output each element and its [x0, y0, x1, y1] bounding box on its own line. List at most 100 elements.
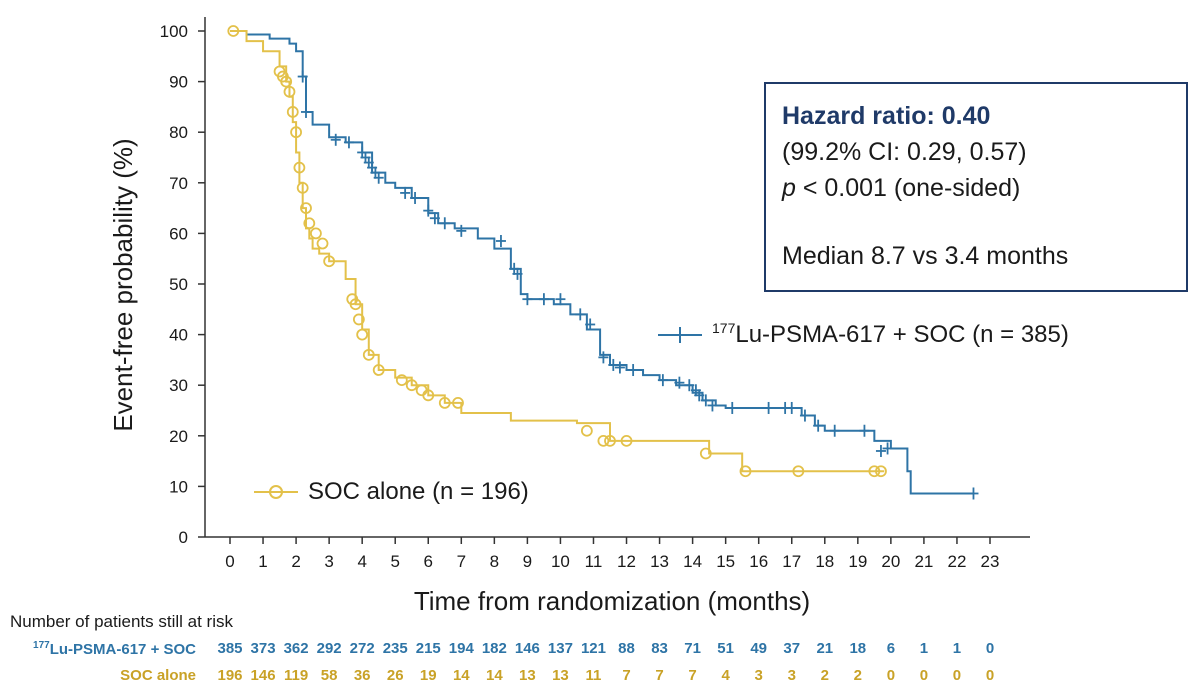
censor-mark-circle	[739, 465, 752, 478]
risk-cell: 88	[618, 640, 635, 657]
censor-mark-plus	[555, 293, 566, 306]
censor-mark-plus	[301, 105, 311, 118]
x-tick-label: 23	[981, 552, 1000, 571]
x-tick-label: 20	[881, 552, 900, 571]
risk-cell: 14	[486, 667, 503, 684]
risk-cell: 3	[787, 667, 796, 684]
x-tick-label: 1	[258, 552, 267, 571]
risk-cell: 0	[985, 640, 995, 657]
censor-mark-circle	[300, 202, 312, 215]
legend-soc: SOC alone (n = 196)	[252, 478, 529, 506]
censor-mark-circle	[452, 397, 464, 409]
risk-cell: 51	[717, 640, 734, 657]
censor-mark-plus	[829, 424, 840, 437]
legend-lu-psma: 177Lu-PSMA-617 + SOC (n = 385)	[656, 320, 1069, 349]
censor-mark-circle	[580, 424, 593, 437]
censor-mark-plus	[608, 358, 619, 371]
censor-mark-plus	[628, 364, 639, 377]
x-tick-label: 22	[947, 552, 966, 571]
confidence-interval: (99.2% CI: 0.29, 0.57)	[782, 138, 1027, 166]
censor-mark-circle	[286, 106, 299, 118]
y-tick-label: 10	[169, 477, 188, 496]
risk-row-label: 177Lu-PSMA-617 + SOC	[33, 640, 196, 658]
x-tick-label: 16	[749, 552, 768, 571]
censor-mark-plus	[763, 401, 774, 414]
p-symbol: p	[782, 174, 796, 202]
p-value: p < 0.001 (one-sided)	[782, 170, 1186, 206]
x-tick-label: 13	[650, 552, 669, 571]
censor-mark-circle	[875, 465, 887, 478]
legend-lu-psma-label: 177Lu-PSMA-617 + SOC (n = 385)	[712, 320, 1069, 349]
plus-marker-icon	[658, 326, 702, 343]
censor-mark-plus	[598, 351, 609, 364]
x-tick-label: 7	[457, 552, 466, 571]
censor-mark-circle	[604, 434, 616, 447]
censor-mark-plus	[875, 444, 886, 457]
censor-mark-plus	[343, 136, 354, 149]
risk-cell: 362	[283, 640, 309, 657]
risk-cell: 37	[783, 640, 801, 657]
risk-cell: 1	[919, 640, 929, 657]
risk-cell: 83	[651, 640, 668, 657]
risk-cell: 36	[353, 667, 371, 684]
x-tick-label: 10	[551, 552, 570, 571]
x-tick-label: 9	[523, 552, 532, 571]
censor-mark-circle	[349, 298, 362, 311]
censor-mark-plus	[786, 401, 797, 414]
risk-cell: 292	[316, 640, 342, 657]
censor-mark-plus	[575, 308, 586, 321]
censor-mark-circle	[293, 161, 306, 174]
x-tick-label: 3	[324, 552, 333, 571]
x-tick-label: 5	[390, 552, 399, 571]
risk-cell: 13	[552, 667, 569, 684]
censor-mark-plus	[727, 401, 738, 414]
censor-mark-circle	[280, 75, 293, 88]
censor-mark-plus	[400, 186, 411, 199]
x-tick-label: 8	[490, 552, 499, 571]
y-tick-label: 30	[169, 376, 188, 395]
censor-mark-plus	[373, 171, 384, 184]
x-tick-label: 18	[815, 552, 834, 571]
censor-mark-plus	[512, 267, 523, 280]
censor-mark-circle	[323, 255, 336, 268]
censor-mark-circle	[303, 217, 316, 230]
hazard-ratio-title: Hazard ratio: 0.40	[782, 102, 991, 130]
risk-cell: 4	[721, 667, 730, 684]
circle-marker-icon	[254, 485, 298, 499]
p-value-text: < 0.001 (one-sided)	[795, 174, 1021, 202]
y-tick-label: 80	[169, 123, 188, 142]
x-axis-title: Time from randomization (months)	[414, 586, 810, 616]
censor-mark-plus	[585, 318, 596, 331]
risk-cell: 58	[320, 667, 338, 684]
censor-mark-plus	[813, 419, 824, 432]
risk-cell: 0	[985, 667, 995, 684]
censor-mark-plus	[538, 293, 549, 306]
censor-mark-plus	[684, 379, 695, 392]
risk-cell: 194	[448, 640, 474, 657]
risk-cell: 182	[481, 640, 507, 657]
risk-cell: 7	[655, 667, 664, 684]
risk-table-title: Number of patients still at risk	[10, 612, 233, 631]
y-tick-label: 60	[169, 224, 188, 243]
censor-mark-plus	[410, 191, 421, 204]
censor-mark-circle	[405, 379, 418, 392]
x-tick-label: 17	[782, 552, 801, 571]
x-tick-label: 2	[291, 552, 300, 571]
y-tick-label: 0	[179, 528, 188, 547]
risk-row-label-text: Lu-PSMA-617 + SOC	[49, 641, 196, 658]
risk-cell: 137	[547, 640, 573, 657]
x-tick-label: 11	[585, 552, 603, 571]
censor-mark-circle	[310, 227, 322, 240]
censor-mark-circle	[283, 85, 296, 98]
risk-row-label: SOC alone	[120, 667, 196, 684]
censor-mark-plus	[707, 399, 718, 412]
x-tick-label: 12	[617, 552, 636, 571]
risk-row-label-text: SOC alone	[120, 667, 196, 684]
censor-mark-plus	[657, 374, 668, 387]
risk-cell: 21	[816, 640, 834, 657]
censor-mark-plus	[456, 224, 467, 237]
y-tick-label: 70	[169, 174, 188, 193]
risk-cell: 121	[580, 640, 606, 657]
risk-cell: 0	[919, 667, 929, 684]
